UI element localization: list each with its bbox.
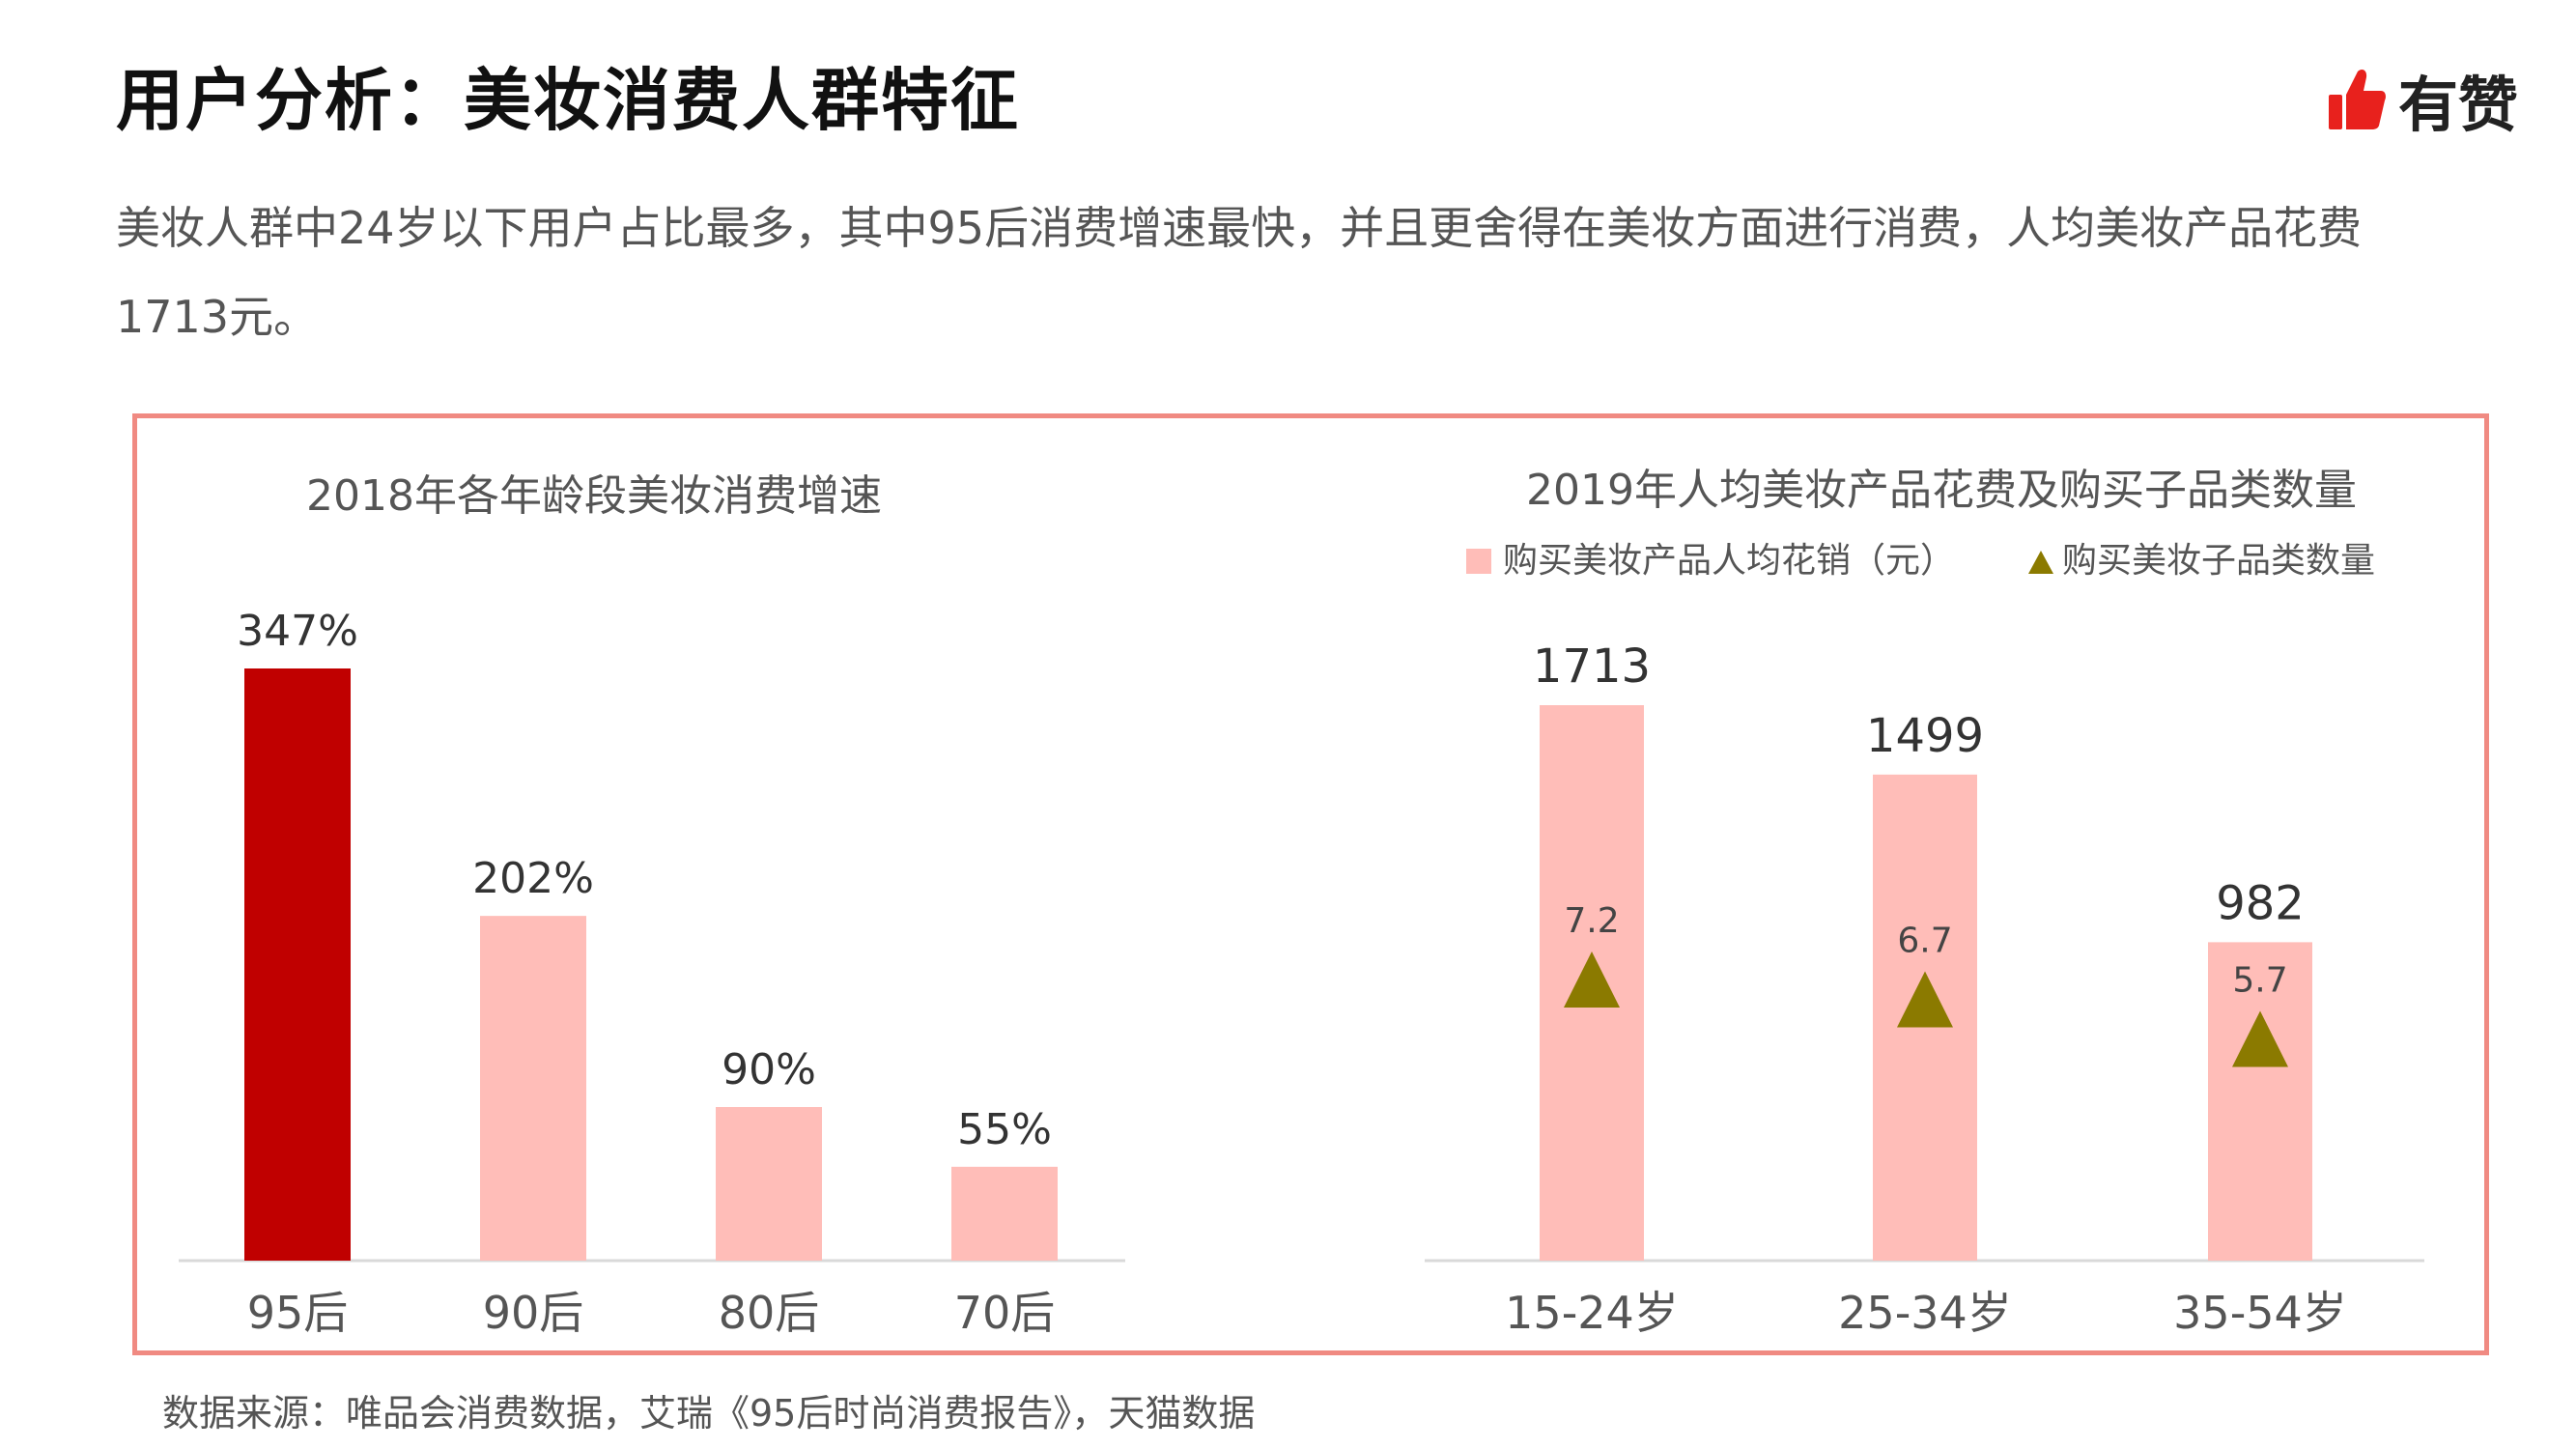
x-tick-label: 15-24岁 <box>1505 1287 1679 1339</box>
bar-35-54岁 <box>2208 942 2312 1261</box>
bar-70后 <box>951 1166 1058 1261</box>
bar-value-label: 202% <box>472 854 594 903</box>
x-tick-label: 70后 <box>954 1287 1056 1339</box>
x-tick-label: 35-54岁 <box>2173 1287 2347 1339</box>
logo-text: 有赞 <box>2397 70 2518 140</box>
chart2-legend: 购买美妆产品人均花销（元） 购买美妆子品类数量 <box>1466 541 2375 581</box>
x-tick-label: 95后 <box>247 1287 349 1339</box>
page-subtitle: 美妆人群中24岁以下用户占比最多，其中95后消费增速最快，并且更舍得在美妆方面进… <box>116 202 2363 343</box>
legend-label-bar: 购买美妆产品人均花销（元） <box>1503 541 1955 581</box>
x-tick-label: 90后 <box>483 1287 584 1339</box>
page-title: 用户分析：美妆消费人群特征 <box>116 61 1020 140</box>
legend-label-triangle: 购买美妆子品类数量 <box>2062 541 2375 581</box>
triangle-marker <box>2232 1010 2288 1067</box>
thumbs-up-icon <box>2328 70 2386 129</box>
chart2-title: 2019年人均美妆产品花费及购买子品类数量 <box>1526 466 2357 515</box>
bar-value-label: 347% <box>237 607 358 656</box>
marker-value-label: 6.7 <box>1897 922 1952 961</box>
logo: 有赞 <box>2327 56 2518 143</box>
bar-90后 <box>480 916 586 1261</box>
bar-95后 <box>244 668 351 1261</box>
triangle-marker <box>1564 952 1620 1008</box>
x-tick-label: 80后 <box>719 1287 820 1339</box>
legend-swatch-triangle <box>2028 551 2053 574</box>
x-tick-label: 25-34岁 <box>1838 1287 2012 1339</box>
bar-value-label: 55% <box>957 1105 1052 1154</box>
chart-frame <box>132 413 2489 1355</box>
triangle-marker <box>1897 971 1953 1028</box>
bar-80后 <box>716 1107 822 1261</box>
bar-value-label: 1713 <box>1533 639 1651 694</box>
chart1-title: 2018年各年龄段美妆消费增速 <box>306 471 882 521</box>
bar-value-label: 982 <box>2216 876 2305 930</box>
bar-value-label: 1499 <box>1866 709 1984 763</box>
bar-value-label: 90% <box>722 1045 816 1094</box>
marker-value-label: 5.7 <box>2232 961 2287 1001</box>
legend-swatch-bar <box>1466 549 1491 574</box>
chart2-plot: 1713 15-24岁 7.2 1499 25-34岁 6.7 982 35-54岁 5.7 <box>1505 639 2347 1339</box>
marker-value-label: 7.2 <box>1564 901 1619 941</box>
chart1-plot: 347% 95后 202% 90后 90% 80后 55% 70后 <box>237 607 1058 1339</box>
data-source: 数据来源：唯品会消费数据，艾瑞《95后时尚消费报告》，天猫数据 <box>162 1392 1256 1435</box>
